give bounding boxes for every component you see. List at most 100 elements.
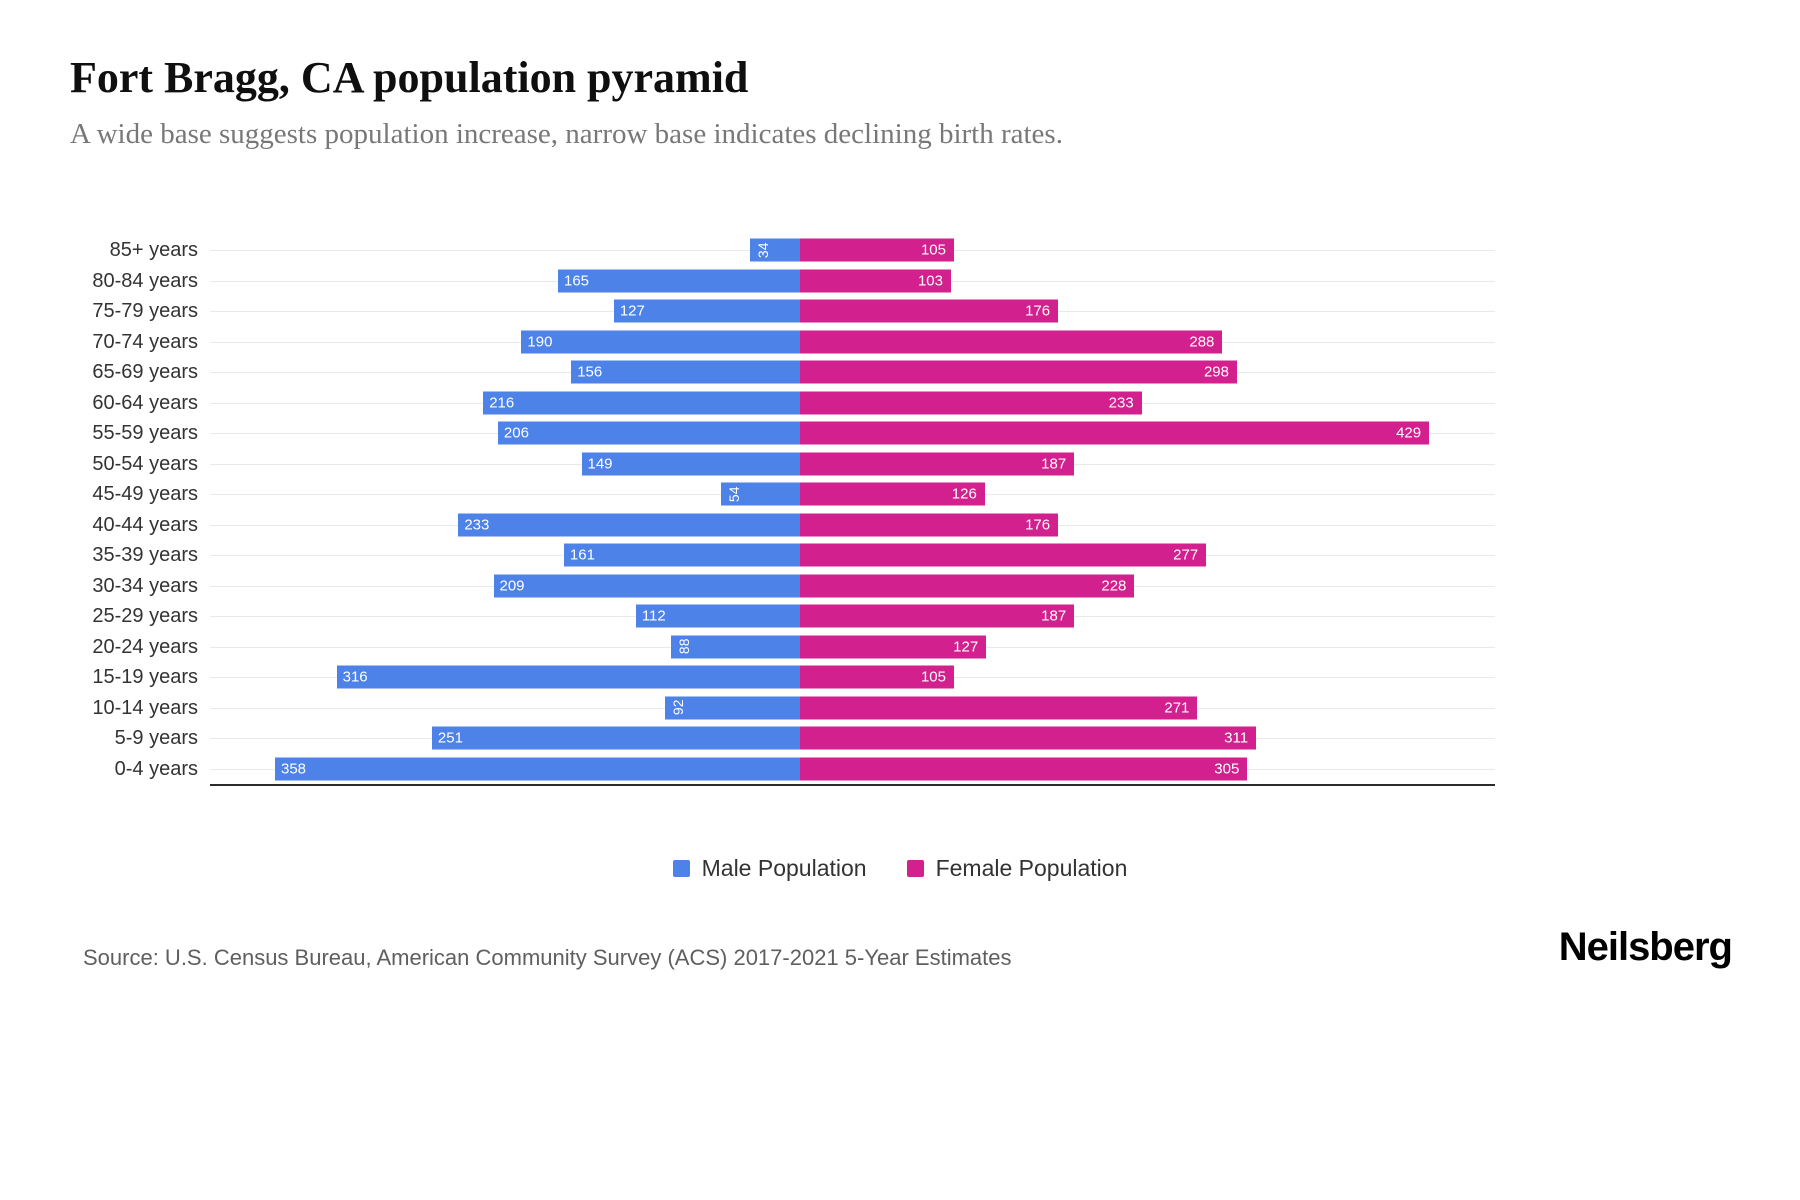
male-bar: 156 [571, 360, 800, 384]
female-value-label: 176 [1025, 516, 1051, 534]
chart-row: 70-74 years 190 288 [0, 327, 1800, 358]
age-group-label: 65-69 years [92, 361, 198, 384]
legend-item-male: Male Population [672, 855, 867, 882]
chart-row: 30-34 years 209 228 [0, 571, 1800, 602]
male-value-label: 209 [499, 577, 525, 595]
chart-row: 45-49 years 54 126 [0, 479, 1800, 510]
male-value-label: 127 [619, 302, 645, 320]
row-plot: 358 305 [210, 754, 1495, 785]
female-bar: 305 [800, 757, 1248, 781]
age-group-label: 45-49 years [92, 483, 198, 506]
male-value-label: 156 [577, 363, 603, 381]
chart-row: 0-4 years 358 305 [0, 754, 1800, 785]
row-plot: 88 127 [210, 632, 1495, 663]
chart-row: 55-59 years 206 429 [0, 418, 1800, 449]
female-value-label: 228 [1101, 577, 1127, 595]
male-value-label: 54 [725, 486, 742, 503]
pyramid-chart: 85+ years 34 105 80-84 years 165 103 75-79 yea… [0, 235, 1800, 786]
age-group-label: 70-74 years [92, 330, 198, 353]
female-bar: 271 [800, 696, 1198, 720]
male-value-label: 233 [464, 516, 490, 534]
age-group-label: 20-24 years [92, 635, 198, 658]
male-value-label: 206 [503, 424, 529, 442]
row-plot: 54 126 [210, 479, 1495, 510]
female-bar: 103 [800, 269, 951, 293]
row-plot: 190 288 [210, 327, 1495, 358]
chart-row: 80-84 years 165 103 [0, 266, 1800, 297]
female-bar: 105 [800, 665, 954, 689]
age-group-label: 0-4 years [114, 757, 198, 780]
male-bar: 233 [458, 513, 800, 537]
row-plot: 251 311 [210, 723, 1495, 754]
age-group-label: 60-64 years [92, 391, 198, 414]
row-plot: 206 429 [210, 418, 1495, 449]
x-axis-line [210, 784, 1495, 786]
age-group-label: 85+ years [109, 239, 198, 262]
male-bar: 161 [563, 543, 800, 567]
female-value-label: 105 [920, 668, 946, 686]
age-group-label: 40-44 years [92, 513, 198, 536]
female-value-label: 127 [953, 638, 979, 656]
female-bar: 298 [800, 360, 1237, 384]
female-bar: 176 [800, 513, 1059, 537]
row-plot: 112 187 [210, 601, 1495, 632]
legend-female-swatch [906, 860, 924, 877]
age-group-label: 75-79 years [92, 300, 198, 323]
chart-row: 85+ years 34 105 [0, 235, 1800, 266]
male-value-label: 165 [564, 272, 590, 290]
male-bar: 34 [750, 238, 800, 262]
female-bar: 176 [800, 299, 1059, 323]
male-bar: 316 [336, 665, 800, 689]
female-bar: 228 [800, 574, 1135, 598]
male-value-label: 316 [342, 668, 368, 686]
row-plot: 34 105 [210, 235, 1495, 266]
male-bar: 88 [670, 635, 800, 659]
male-value-label: 358 [281, 760, 307, 778]
male-value-label: 161 [569, 546, 595, 564]
female-bar: 187 [800, 604, 1075, 628]
male-bar: 206 [497, 421, 800, 445]
female-value-label: 298 [1203, 363, 1229, 381]
female-bar: 277 [800, 543, 1207, 567]
male-value-label: 251 [437, 729, 463, 747]
female-bar: 429 [800, 421, 1430, 445]
chart-row: 50-54 years 149 187 [0, 449, 1800, 480]
source-text: Source: U.S. Census Bureau, American Com… [83, 945, 1012, 970]
male-bar: 190 [521, 330, 800, 354]
female-value-label: 305 [1214, 760, 1240, 778]
female-bar: 311 [800, 726, 1257, 750]
chart-row: 60-64 years 216 233 [0, 388, 1800, 419]
chart-row: 65-69 years 156 298 [0, 357, 1800, 388]
female-bar: 233 [800, 391, 1142, 415]
row-plot: 216 233 [210, 388, 1495, 419]
female-bar: 126 [800, 482, 985, 506]
male-bar: 358 [275, 757, 800, 781]
chart-subtitle: A wide base suggests population increase… [70, 118, 1063, 150]
legend: Male Population Female Population [0, 855, 1800, 882]
female-value-label: 126 [951, 485, 977, 503]
row-plot: 316 105 [210, 662, 1495, 693]
chart-title: Fort Bragg, CA population pyramid [70, 53, 749, 102]
age-group-label: 35-39 years [92, 544, 198, 567]
female-bar: 105 [800, 238, 954, 262]
age-group-label: 80-84 years [92, 269, 198, 292]
row-plot: 92 271 [210, 693, 1495, 724]
male-value-label: 92 [670, 699, 687, 716]
chart-row: 75-79 years 127 176 [0, 296, 1800, 327]
chart-row: 25-29 years 112 187 [0, 601, 1800, 632]
male-bar: 209 [493, 574, 800, 598]
age-group-label: 50-54 years [92, 452, 198, 475]
female-value-label: 176 [1025, 302, 1051, 320]
female-value-label: 288 [1189, 333, 1215, 351]
legend-male-swatch [672, 860, 690, 877]
chart-row: 20-24 years 88 127 [0, 632, 1800, 663]
age-group-label: 25-29 years [92, 605, 198, 628]
chart-row: 35-39 years 161 277 [0, 540, 1800, 571]
row-plot: 209 228 [210, 571, 1495, 602]
row-plot: 161 277 [210, 540, 1495, 571]
female-value-label: 271 [1164, 699, 1190, 717]
legend-female-label: Female Population [935, 855, 1128, 881]
male-value-label: 149 [587, 455, 613, 473]
chart-row: 40-44 years 233 176 [0, 510, 1800, 541]
